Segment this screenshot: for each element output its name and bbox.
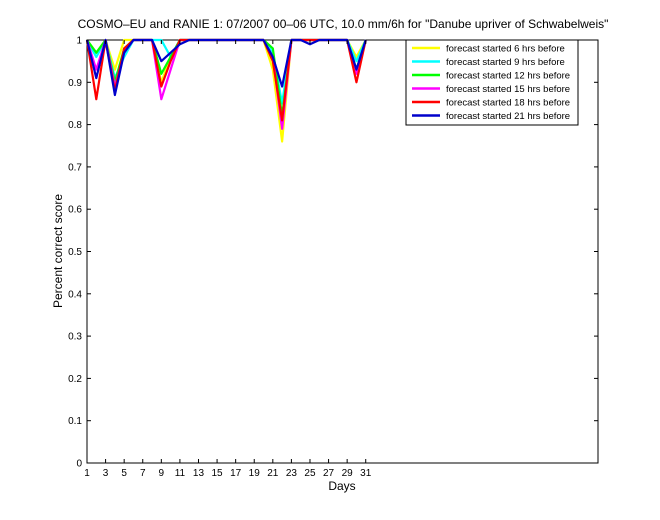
x-tick-label: 15: [212, 468, 224, 479]
y-tick-label: 0: [76, 459, 82, 470]
y-axis-label: Percent correct score: [51, 194, 65, 308]
y-tick-label: 0.1: [68, 416, 82, 427]
x-tick-label: 17: [230, 468, 242, 479]
y-tick-label: 0.8: [68, 120, 82, 131]
x-tick-label: 5: [121, 468, 127, 479]
x-tick-label: 21: [267, 468, 279, 479]
x-axis: 1 3 5 7 9 11 13 15 17 19 21 23 25 27 29 31: [84, 40, 372, 479]
x-tick-label: 9: [159, 468, 165, 479]
legend-label: forecast started 15 hrs before: [446, 84, 570, 95]
series-line: [85, 38, 367, 97]
y-tick-label: 0.9: [68, 78, 82, 89]
y-tick-label: 0.2: [68, 374, 82, 385]
legend-label: forecast started 18 hrs before: [446, 98, 570, 109]
x-tick-label: 3: [103, 468, 109, 479]
legend-label: forecast started 9 hrs before: [446, 57, 565, 68]
x-tick-label: 13: [193, 468, 205, 479]
x-tick-label: 29: [342, 468, 354, 479]
x-tick-label: 25: [304, 468, 316, 479]
x-tick-label: 31: [360, 468, 372, 479]
y-tick-label: 0.5: [68, 247, 82, 258]
y-tick-label: 0.3: [68, 332, 82, 343]
chart-title: COSMO–EU and RANIE 1: 07/2007 00–06 UTC,…: [78, 17, 609, 31]
y-tick-label: 1: [76, 36, 82, 47]
legend-box: [405, 39, 579, 126]
legend: forecast started 6 hrs before forecast st…: [405, 39, 579, 126]
y-tick-label: 0.4: [68, 289, 82, 300]
x-tick-label: 7: [140, 468, 146, 479]
x-tick-label: 23: [286, 468, 298, 479]
legend-label: forecast started 6 hrs before: [446, 44, 565, 55]
y-tick-label: 0.7: [68, 162, 82, 173]
x-tick-label: 1: [84, 468, 90, 479]
x-tick-label: 11: [175, 468, 186, 479]
series-lines: [85, 38, 367, 143]
x-tick-label: 27: [323, 468, 335, 479]
legend-label: forecast started 21 hrs before: [446, 111, 570, 122]
x-tick-label: 19: [249, 468, 261, 479]
y-tick-label: 0.6: [68, 205, 82, 216]
x-axis-label: Days: [328, 479, 355, 493]
legend-label: forecast started 12 hrs before: [446, 71, 570, 82]
y-axis: 0 0.1 0.2 0.3 0.4 0.5 0.6 0.7 0.8 0.9 1: [68, 36, 598, 470]
